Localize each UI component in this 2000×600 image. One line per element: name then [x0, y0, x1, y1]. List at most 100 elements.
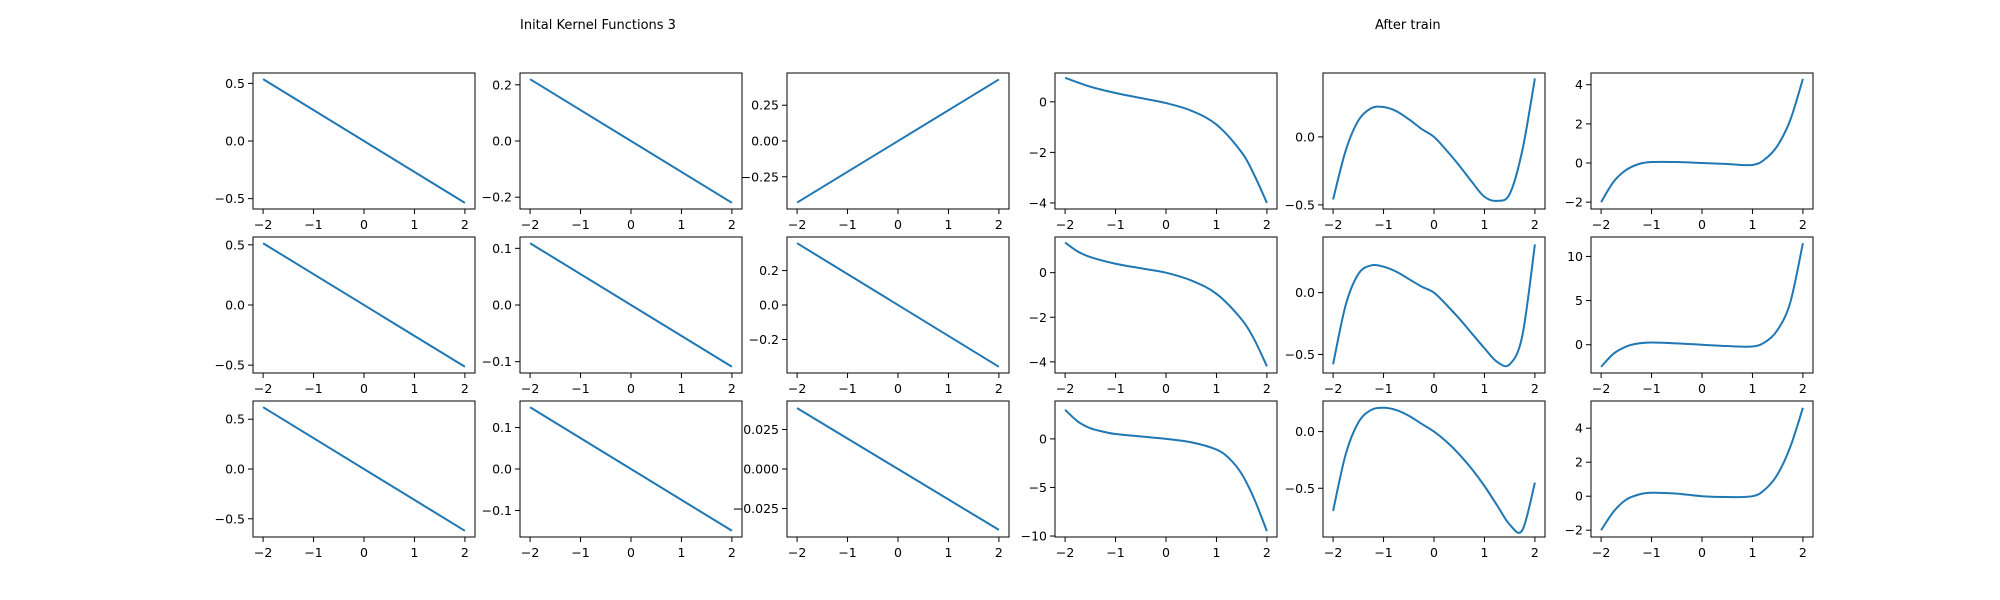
x-tick-label-right-r1c2-3: 1	[1748, 381, 1756, 396]
subplot-left-r1c2: −2 −1 0 1 2 0.2 0.0 −0.2	[749, 236, 1010, 396]
x-tick-label-right-r2c1-3: 1	[1480, 545, 1488, 560]
x-tick-label-left-r2c2-3: 1	[944, 545, 952, 560]
subplot-left-r1c1: −2 −1 0 1 2 0.1 0.0 −0.1	[482, 236, 743, 396]
x-tick-label-left-r0c1-2: 0	[627, 217, 635, 232]
y-tick-label-left-r1c2-2: −0.2	[749, 332, 779, 347]
y-tick-label-left-r2c2-2: −0.025	[733, 501, 779, 516]
x-tick-label-left-r1c0-1: −1	[304, 381, 322, 396]
subplot-left-r1c0: −2 −1 0 1 2 0.5 0.0 −0.5	[215, 236, 476, 396]
y-tick-label-right-r1c2-2: 0	[1575, 337, 1583, 352]
y-tick-label-left-r1c1-2: −0.1	[482, 354, 512, 369]
x-tick-label-right-r2c0-0: −2	[1056, 545, 1074, 560]
y-tick-label-left-r2c2-0: 0.025	[743, 422, 779, 437]
x-tick-label-left-r0c2-2: 0	[894, 217, 902, 232]
y-tick-label-right-r2c1-1: −0.5	[1285, 481, 1315, 496]
x-tick-label-left-r0c2-4: 2	[995, 217, 1003, 232]
x-tick-label-left-r0c2-1: −1	[838, 217, 856, 232]
x-tick-label-right-r2c0-3: 1	[1212, 545, 1220, 560]
subplot-right-r2c2: −2 −1 0 1 2 4 2 0 −2	[1565, 400, 1814, 560]
y-tick-label-left-r2c0-0: 0.5	[225, 412, 245, 427]
y-tick-label-right-r1c0-0: 0	[1039, 265, 1047, 280]
y-tick-label-right-r0c0-1: −2	[1029, 145, 1047, 160]
x-tick-label-left-r2c1-4: 2	[728, 545, 736, 560]
x-tick-label-right-r0c2-1: −1	[1642, 217, 1660, 232]
series-line-left-r2c2	[796, 407, 1000, 531]
x-tick-label-right-r2c1-2: 0	[1430, 545, 1438, 560]
y-tick-label-left-r0c2-1: 0.00	[751, 134, 779, 149]
x-tick-label-right-r2c1-4: 2	[1531, 545, 1539, 560]
x-tick-label-right-r1c1-0: −2	[1324, 381, 1342, 396]
x-tick-label-left-r0c2-0: −2	[788, 217, 806, 232]
series-line-left-r1c2	[796, 242, 1000, 368]
y-tick-label-right-r0c1-1: −0.5	[1285, 197, 1315, 212]
y-tick-label-left-r1c0-1: 0.0	[225, 298, 245, 313]
series-line-left-r0c0	[262, 78, 466, 204]
x-tick-label-right-r2c0-4: 2	[1263, 545, 1271, 560]
x-tick-label-right-r0c1-3: 1	[1480, 217, 1488, 232]
x-tick-label-right-r1c1-1: −1	[1374, 381, 1392, 396]
x-tick-label-right-r0c2-4: 2	[1799, 217, 1807, 232]
subplot-right-r0c1: −2 −1 0 1 2 0.0 −0.5	[1285, 72, 1546, 232]
series-line-right-r0c2	[1600, 78, 1804, 203]
y-tick-label-right-r1c0-1: −2	[1029, 310, 1047, 325]
x-tick-label-right-r2c0-2: 0	[1162, 545, 1170, 560]
x-tick-label-right-r0c1-2: 0	[1430, 217, 1438, 232]
x-tick-label-right-r2c1-1: −1	[1374, 545, 1392, 560]
subplot-left-r0c0: −2 −1 0 1 2 0.5 0.0 −0.5	[215, 72, 476, 232]
subplot-left-r0c2: −2 −1 0 1 2 0.25 0.00 −0.25	[741, 72, 1010, 232]
y-tick-label-left-r2c1-0: 0.1	[492, 420, 512, 435]
x-tick-label-right-r0c0-1: −1	[1106, 217, 1124, 232]
x-tick-label-left-r0c2-3: 1	[944, 217, 952, 232]
x-tick-label-right-r0c0-0: −2	[1056, 217, 1074, 232]
y-tick-label-left-r0c0-0: 0.5	[225, 76, 245, 91]
x-tick-label-left-r1c0-2: 0	[360, 381, 368, 396]
x-tick-label-left-r2c1-0: −2	[521, 545, 539, 560]
x-tick-label-left-r2c1-3: 1	[677, 545, 685, 560]
y-tick-label-right-r2c2-2: 0	[1575, 489, 1583, 504]
x-tick-label-right-r0c2-0: −2	[1592, 217, 1610, 232]
x-tick-label-right-r1c0-2: 0	[1162, 381, 1170, 396]
subplot-right-r0c0: −2 −1 0 1 2 0 −2 −4	[1029, 72, 1278, 232]
subplot-right-r1c1: −2 −1 0 1 2 0.0 −0.5	[1285, 236, 1546, 396]
x-tick-label-right-r1c2-4: 2	[1799, 381, 1807, 396]
series-line-right-r2c1	[1332, 406, 1536, 534]
x-tick-label-left-r1c1-4: 2	[728, 381, 736, 396]
y-tick-label-right-r2c0-1: −5	[1029, 480, 1047, 495]
x-tick-label-left-r1c2-4: 2	[995, 381, 1003, 396]
series-line-right-r1c0	[1064, 241, 1268, 367]
x-tick-label-right-r2c2-1: −1	[1642, 545, 1660, 560]
subplot-right-r1c0: −2 −1 0 1 2 0 −2 −4	[1029, 236, 1278, 396]
y-tick-label-right-r1c2-1: 5	[1575, 293, 1583, 308]
x-tick-label-left-r1c1-0: −2	[521, 381, 539, 396]
x-tick-label-left-r2c0-3: 1	[410, 545, 418, 560]
x-tick-label-left-r1c0-3: 1	[410, 381, 418, 396]
x-tick-label-left-r2c1-1: −1	[571, 545, 589, 560]
y-tick-label-right-r2c1-0: 0.0	[1295, 424, 1315, 439]
y-tick-label-left-r1c2-1: 0.0	[759, 298, 779, 313]
y-tick-label-right-r0c2-1: 2	[1575, 116, 1583, 131]
y-tick-label-left-r1c0-2: −0.5	[215, 358, 245, 373]
y-tick-label-right-r2c2-0: 4	[1575, 421, 1583, 436]
y-tick-label-right-r1c1-1: −0.5	[1285, 347, 1315, 362]
subplot-grid: −2 −1 0 1 20.50.0−0.5−2 −1 0 1 20.20.0−0.2−2 −1 0 1…	[215, 72, 1814, 560]
y-tick-label-right-r0c2-0: 4	[1575, 77, 1583, 92]
x-tick-label-left-r1c0-4: 2	[461, 381, 469, 396]
series-line-left-r2c1	[529, 406, 733, 532]
y-tick-label-left-r0c0-2: −0.5	[215, 191, 245, 206]
x-tick-label-left-r1c2-1: −1	[838, 381, 856, 396]
x-tick-label-right-r0c0-3: 1	[1212, 217, 1220, 232]
y-tick-label-right-r1c0-2: −4	[1029, 354, 1047, 369]
y-tick-label-left-r0c1-1: 0.0	[492, 134, 512, 149]
subplot-right-r2c1: −2 −1 0 1 2 0.0 −0.5	[1285, 400, 1546, 560]
y-tick-label-left-r0c2-2: −0.25	[741, 169, 779, 184]
series-line-right-r1c2	[1600, 242, 1804, 368]
x-tick-label-left-r2c2-0: −2	[788, 545, 806, 560]
x-tick-label-left-r0c0-1: −1	[304, 217, 322, 232]
x-tick-label-left-r1c1-1: −1	[571, 381, 589, 396]
series-line-right-r0c0	[1064, 76, 1268, 204]
y-tick-label-left-r2c0-2: −0.5	[215, 511, 245, 526]
y-tick-label-right-r2c0-2: −10	[1021, 529, 1047, 544]
x-tick-label-right-r0c1-4: 2	[1531, 217, 1539, 232]
left-figure-title: Inital Kernel Functions 3	[520, 18, 676, 33]
